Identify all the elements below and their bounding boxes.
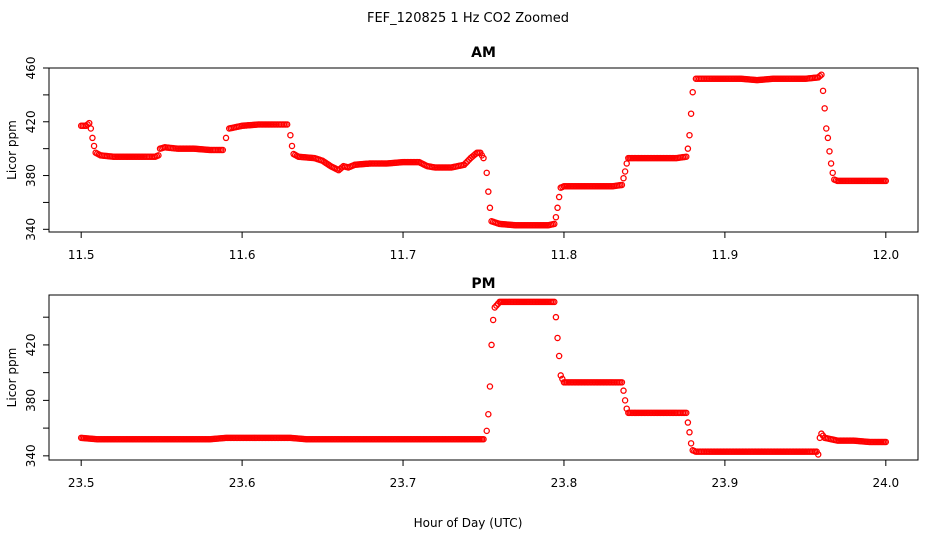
data-point xyxy=(486,383,494,390)
data-point xyxy=(686,429,693,436)
data-point xyxy=(814,451,822,458)
data-point xyxy=(483,169,490,177)
data-point xyxy=(84,121,91,128)
x-axis-label: Hour of Day (UTC) xyxy=(414,516,523,530)
data-point xyxy=(684,145,692,152)
x-tick-label: 23.9 xyxy=(712,476,739,490)
data-point xyxy=(552,313,560,321)
data-point xyxy=(687,440,695,447)
data-point xyxy=(462,159,470,167)
data-point xyxy=(555,193,563,201)
chart-title: FEF_120825 1 Hz CO2 Zoomed xyxy=(367,11,569,26)
data-point xyxy=(684,419,692,426)
data-point xyxy=(551,220,558,228)
data-point xyxy=(829,169,836,177)
data-point xyxy=(283,121,291,128)
data-point xyxy=(686,131,693,139)
x-tick-label: 11.7 xyxy=(390,248,417,262)
data-point xyxy=(816,72,824,80)
data-point xyxy=(818,71,825,78)
data-point xyxy=(819,87,827,95)
x-tick-label: 24.0 xyxy=(872,476,899,490)
y-tick-label: 420 xyxy=(24,110,38,133)
plot-frame-am xyxy=(48,67,919,233)
y-axis-label-pm: Licor ppm xyxy=(5,348,19,408)
data-point xyxy=(823,125,830,132)
data-point xyxy=(483,427,490,435)
data-point xyxy=(552,213,560,221)
panel-title-am: AM xyxy=(471,45,496,61)
x-tick-label: 11.5 xyxy=(68,248,95,262)
y-tick-label: 420 xyxy=(24,333,38,356)
data-point xyxy=(618,181,626,189)
x-tick-label: 23.6 xyxy=(229,476,256,490)
data-point xyxy=(464,158,471,165)
data-point xyxy=(480,435,487,443)
data-point xyxy=(222,134,230,142)
y-axis-label-am: Licor ppm xyxy=(5,120,19,180)
data-point xyxy=(827,160,835,167)
data-point xyxy=(485,410,492,418)
x-tick-label: 11.8 xyxy=(551,248,578,262)
data-point xyxy=(485,188,492,195)
data-point xyxy=(551,298,558,306)
data-point xyxy=(821,105,828,112)
y-tick-label: 340 xyxy=(24,444,38,467)
data-point xyxy=(621,397,629,404)
data-point xyxy=(826,148,833,155)
data-point xyxy=(618,379,626,386)
data-point xyxy=(155,152,162,159)
panel-title-pm: PM xyxy=(471,276,495,292)
y-tick-label: 380 xyxy=(24,389,38,412)
data-point xyxy=(689,88,696,96)
data-point xyxy=(87,125,95,132)
x-tick-label: 23.5 xyxy=(68,476,95,490)
data-point xyxy=(555,352,563,360)
x-tick-label: 11.6 xyxy=(229,248,256,262)
plot-frame-pm xyxy=(48,294,919,461)
data-point xyxy=(623,160,630,167)
data-point xyxy=(287,131,294,139)
data-point xyxy=(683,409,690,417)
y-tick-label: 380 xyxy=(24,164,38,187)
chart-panels: AM 11.5 11.6 11.7 11.8 11.9 12.0 340 380 420 460 Li… xyxy=(5,45,919,490)
data-point xyxy=(824,134,832,142)
data-point xyxy=(557,372,564,379)
data-point xyxy=(882,438,890,446)
panel-pm: PM 23.5 23.6 23.7 23.8 23.9 24.0 340 380 420 Licor… xyxy=(5,276,919,490)
data-point xyxy=(486,204,494,212)
data-point xyxy=(219,146,227,154)
data-point xyxy=(554,334,561,342)
data-point xyxy=(620,387,627,394)
data-point xyxy=(687,110,695,117)
data-point xyxy=(288,142,296,150)
data-point xyxy=(620,174,627,182)
data-point xyxy=(683,153,690,160)
y-tick-label: 460 xyxy=(24,57,38,80)
x-tick-label: 12.0 xyxy=(872,248,899,262)
data-points-am xyxy=(77,71,890,229)
y-tick-label: 340 xyxy=(24,218,38,241)
data-points-pm xyxy=(77,298,890,458)
data-point xyxy=(460,161,468,169)
x-tick-label: 23.7 xyxy=(390,476,417,490)
data-point xyxy=(480,154,487,162)
data-point xyxy=(554,204,561,212)
data-point xyxy=(489,316,497,324)
panel-am: AM 11.5 11.6 11.7 11.8 11.9 12.0 340 380 420 460 Li… xyxy=(5,45,919,262)
data-point xyxy=(882,177,890,185)
data-point xyxy=(89,134,96,142)
x-tick-label: 23.8 xyxy=(551,476,578,490)
x-tick-label: 11.9 xyxy=(712,248,739,262)
data-point xyxy=(621,168,629,175)
data-point xyxy=(488,341,495,349)
data-point xyxy=(90,142,98,150)
